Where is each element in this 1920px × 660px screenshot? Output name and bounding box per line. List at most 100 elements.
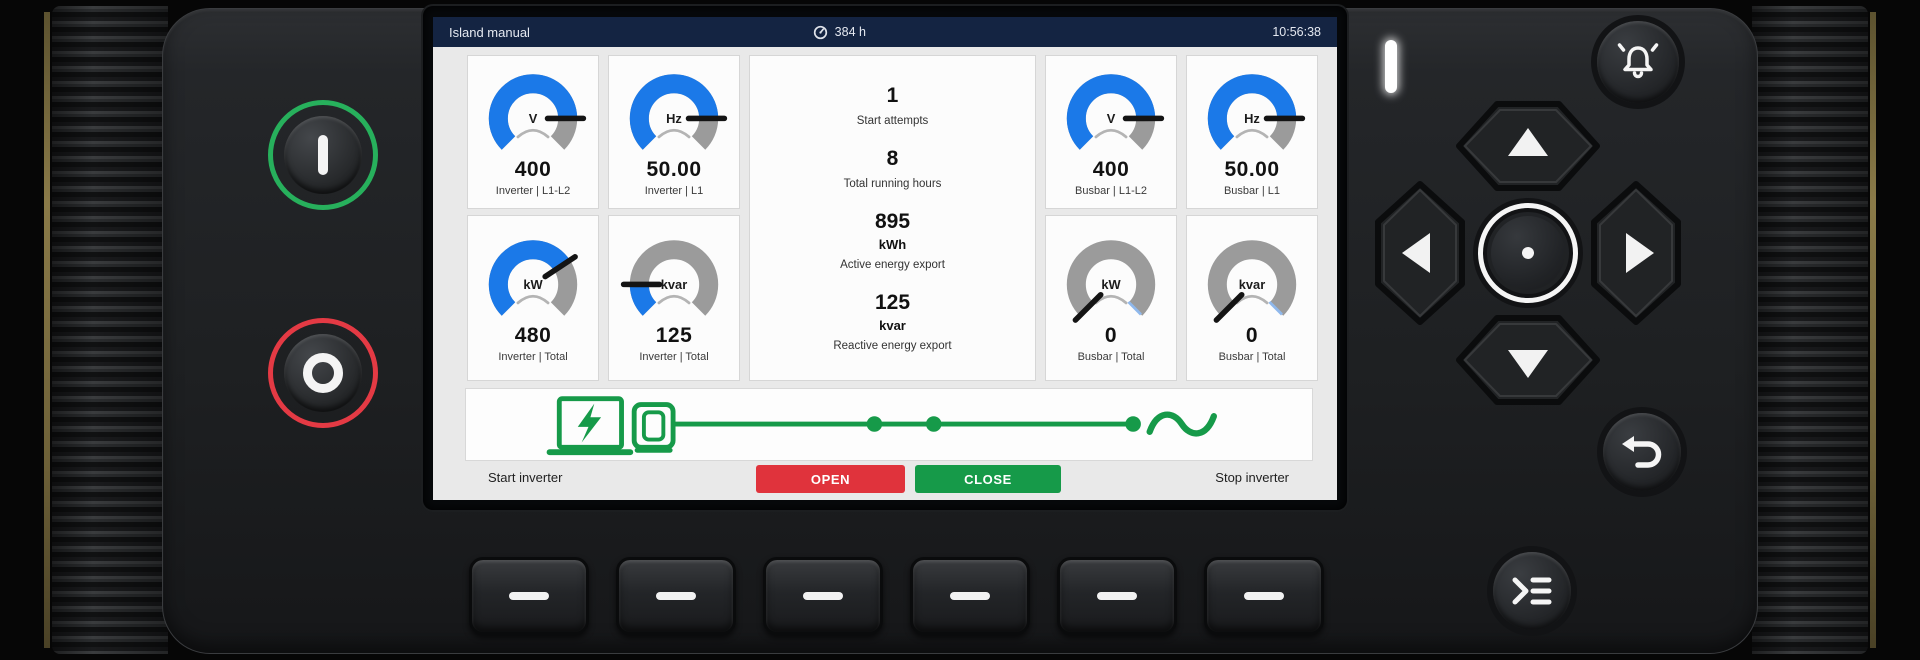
alarm-bell-icon xyxy=(1617,43,1659,79)
gauge-dial: kW xyxy=(488,240,578,316)
function-key-2[interactable] xyxy=(616,557,736,635)
select-dot-icon xyxy=(1522,247,1534,259)
arrow-down-icon xyxy=(1508,350,1548,378)
counter-item: 895 kWh Active energy export xyxy=(840,210,945,271)
dpad-select-face[interactable] xyxy=(1491,216,1565,290)
chassis-edge-right xyxy=(1870,12,1876,648)
breaker-close-button[interactable]: CLOSE xyxy=(915,465,1061,493)
lightning-bolt-icon xyxy=(577,403,602,443)
menu-shortcut-button[interactable] xyxy=(1493,552,1571,630)
gauge-dial: kW xyxy=(1066,240,1156,323)
menu-shortcut-icon xyxy=(1512,577,1552,605)
arrow-right-icon xyxy=(1626,233,1654,273)
start-icon xyxy=(318,135,328,175)
arrow-up-icon xyxy=(1508,128,1548,156)
gauge-caption: Inverter | L1-L2 xyxy=(495,185,571,197)
counter-item: 8 Total running hours xyxy=(844,147,942,190)
start-button[interactable] xyxy=(268,100,378,210)
lcd-screen: Island manual 384 h 10:56:38 1 Start atte… xyxy=(433,17,1337,500)
svg-text:V: V xyxy=(529,111,538,126)
stop-button[interactable] xyxy=(268,318,378,428)
counter-unit: kvar xyxy=(879,318,906,333)
gauge-value: 50.00 xyxy=(1224,158,1280,181)
gauge-busbar-power: kW 0 Busbar | Total xyxy=(1045,215,1177,381)
counter-value: 895 xyxy=(874,210,911,233)
gauge-value: 400 xyxy=(1092,158,1130,181)
counter-label: Start attempts xyxy=(856,115,929,127)
gauge-caption: Inverter | Total xyxy=(639,351,709,363)
gauge-caption: Busbar | Total xyxy=(1218,351,1286,363)
gauge-dial: Hz xyxy=(629,74,728,150)
function-key-5[interactable] xyxy=(1057,557,1177,635)
clock: 10:56:38 xyxy=(1272,25,1321,39)
busbar-node xyxy=(1125,416,1141,432)
gauge-inverter-frequency: Hz 50.00 Inverter | L1 xyxy=(608,55,740,209)
dash-icon xyxy=(1244,592,1284,600)
gauge-busbar-frequency: Hz 50.00 Busbar | L1 xyxy=(1186,55,1318,209)
gauge-value: 50.00 xyxy=(646,158,702,181)
gauge-dial: kvar xyxy=(620,240,719,316)
function-key-1[interactable] xyxy=(469,557,589,635)
dpad-down-button[interactable] xyxy=(1453,308,1603,412)
start-button-face[interactable] xyxy=(284,116,362,194)
dpad-left-button[interactable] xyxy=(1368,178,1472,328)
breaker-open-button[interactable]: OPEN xyxy=(756,465,905,493)
terminal-fins-left xyxy=(52,6,168,654)
counter-label: Total running hours xyxy=(843,178,942,190)
terminal-fins-right xyxy=(1752,6,1868,654)
gauge-value: 480 xyxy=(514,324,552,347)
counters-panel: 1 Start attempts 8 Total running hours 895 kW… xyxy=(749,55,1036,381)
inverter-icon xyxy=(556,396,624,450)
counter-item: 125 kvar Reactive energy export xyxy=(833,291,951,352)
dpad-select-button[interactable] xyxy=(1478,203,1578,303)
function-key-3[interactable] xyxy=(763,557,883,635)
counter-label: Active energy export xyxy=(840,259,945,271)
single-line-diagram xyxy=(546,396,1218,456)
gauge-busbar-voltage: V 400 Busbar | L1-L2 xyxy=(1045,55,1177,209)
alarm-button[interactable] xyxy=(1597,21,1679,103)
status-led xyxy=(1385,40,1397,93)
dpad-up-button[interactable] xyxy=(1453,94,1603,198)
dpad-right-button[interactable] xyxy=(1584,178,1688,328)
svg-text:kW: kW xyxy=(1101,277,1121,292)
svg-text:kvar: kvar xyxy=(661,277,687,292)
gauge-value: 400 xyxy=(514,158,552,181)
counter-value: 1 xyxy=(886,84,899,107)
gauge-inverter-reactive: kvar 125 Inverter | Total xyxy=(608,215,740,381)
gauge-caption: Inverter | L1 xyxy=(644,185,704,197)
stop-icon xyxy=(303,353,343,393)
running-hours-icon xyxy=(813,25,827,39)
stop-button-face[interactable] xyxy=(284,334,362,412)
softkey-label-stop-inverter: Stop inverter xyxy=(1215,470,1289,485)
gauge-caption: Busbar | Total xyxy=(1077,351,1145,363)
running-hours-value: 384 h xyxy=(834,25,866,39)
gauge-caption: Busbar | L1 xyxy=(1223,185,1281,197)
dash-icon xyxy=(950,592,990,600)
counter-label: Reactive energy export xyxy=(833,340,952,352)
gauge-dial: V xyxy=(488,74,587,150)
gauge-dial: V xyxy=(1066,74,1165,150)
svg-text:kvar: kvar xyxy=(1239,277,1265,292)
gauge-caption: Busbar | L1-L2 xyxy=(1075,185,1147,197)
status-bar: Island manual 384 h 10:56:38 xyxy=(433,17,1337,47)
charger-icon xyxy=(631,402,676,450)
function-key-4[interactable] xyxy=(910,557,1030,635)
gauge-inverter-power: kW 480 Inverter | Total xyxy=(467,215,599,381)
back-button[interactable] xyxy=(1603,413,1681,491)
counter-item: 1 Start attempts xyxy=(857,84,929,127)
function-key-6[interactable] xyxy=(1204,557,1324,635)
softkey-label-start-inverter: Start inverter xyxy=(488,470,563,485)
counter-value: 8 xyxy=(886,147,899,170)
gauge-dial: Hz xyxy=(1207,74,1306,150)
ac-busbar-wave-icon xyxy=(1146,411,1218,437)
gauge-grid: 1 Start attempts 8 Total running hours 895 kW… xyxy=(433,47,1337,381)
breaker-node-right xyxy=(925,416,942,432)
back-icon xyxy=(1622,436,1662,468)
svg-text:kW: kW xyxy=(523,277,543,292)
gauge-value: 0 xyxy=(1104,324,1118,347)
gauge-value: 0 xyxy=(1245,324,1259,347)
counter-value: 125 xyxy=(874,291,911,314)
breaker-node-left xyxy=(866,416,883,432)
gauge-caption: Inverter | Total xyxy=(498,351,568,363)
